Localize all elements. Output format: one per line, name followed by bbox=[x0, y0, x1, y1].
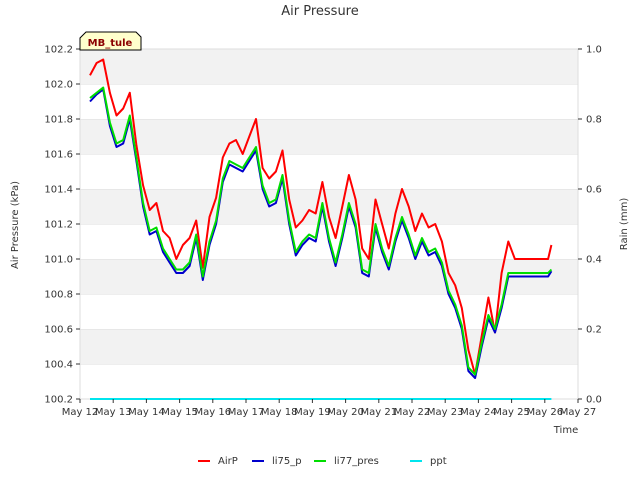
x-tick-label: May 20 bbox=[327, 407, 364, 418]
grid-bands bbox=[80, 48, 578, 399]
grid-band bbox=[80, 329, 578, 364]
legend: AirP li75_p li77_pres ppt bbox=[198, 456, 447, 467]
y2-tick-label: 0.0 bbox=[586, 395, 602, 406]
station-badge-box bbox=[79, 31, 142, 51]
x-tick-label: May 17 bbox=[228, 407, 265, 418]
y2-tick-label: 0.8 bbox=[586, 115, 602, 126]
y-tick-label: 101.0 bbox=[44, 255, 73, 266]
y-tick-label: 101.2 bbox=[44, 220, 73, 231]
y2-axis-label: Rain (mm) bbox=[619, 198, 630, 251]
y-axis-label: Air Pressure (kPa) bbox=[10, 181, 21, 269]
y-axis-right: 0.0 0.2 0.4 0.6 0.8 1.0 bbox=[578, 45, 602, 406]
y2-tick-label: 0.6 bbox=[586, 185, 602, 196]
y-tick-label: 102.0 bbox=[44, 80, 73, 91]
grid-band bbox=[80, 294, 578, 329]
station-badge: MB_tule bbox=[79, 31, 142, 51]
y-tick-label: 100.2 bbox=[44, 395, 73, 406]
y-tick-label: 100.4 bbox=[44, 360, 73, 371]
legend-label: li77_pres bbox=[334, 456, 379, 467]
y2-tick-label: 0.2 bbox=[586, 325, 602, 336]
y-tick-label: 101.4 bbox=[44, 185, 73, 196]
grid-band bbox=[80, 84, 578, 119]
y-axis-left: 100.2 100.4 100.6 100.8 101.0 101.2 101.4 101.6… bbox=[44, 45, 80, 406]
x-tick-label: May 12 bbox=[62, 407, 99, 418]
grid-band bbox=[80, 154, 578, 189]
x-tick-label: May 19 bbox=[294, 407, 331, 418]
station-badge-text: MB_tule bbox=[88, 38, 133, 49]
y2-tick-label: 1.0 bbox=[586, 45, 602, 56]
x-axis-label: Time bbox=[553, 425, 578, 436]
chart-title: Air Pressure bbox=[281, 4, 359, 19]
x-tick-label: May 22 bbox=[394, 407, 431, 418]
x-tick-label: May 25 bbox=[493, 407, 530, 418]
x-tick-label: May 27 bbox=[560, 407, 597, 418]
y-tick-label: 100.8 bbox=[44, 290, 73, 301]
grid-band bbox=[80, 364, 578, 399]
y-tick-label: 102.2 bbox=[44, 45, 73, 56]
grid-band bbox=[80, 49, 578, 84]
series-layer bbox=[89, 58, 553, 400]
x-tick-label: May 24 bbox=[460, 407, 497, 418]
legend-label: li75_p bbox=[272, 456, 302, 467]
x-tick-label: May 21 bbox=[361, 407, 398, 418]
y2-tick-label: 0.4 bbox=[586, 255, 602, 266]
grid-band bbox=[80, 259, 578, 294]
series-line-li77-pres bbox=[89, 86, 553, 376]
x-tick-label: May 16 bbox=[195, 407, 232, 418]
x-tick-label: May 26 bbox=[527, 407, 564, 418]
x-tick-label: May 23 bbox=[427, 407, 464, 418]
y-tick-label: 101.6 bbox=[44, 150, 73, 161]
y-tick-label: 101.8 bbox=[44, 115, 73, 126]
legend-label: ppt bbox=[430, 456, 447, 467]
y-tick-label: 100.6 bbox=[44, 325, 73, 336]
x-tick-label: May 15 bbox=[161, 407, 198, 418]
x-tick-label: May 14 bbox=[128, 407, 165, 418]
legend-label: AirP bbox=[218, 456, 238, 467]
x-tick-label: May 18 bbox=[261, 407, 298, 418]
x-tick-label: May 13 bbox=[95, 407, 132, 418]
grid-band bbox=[80, 119, 578, 154]
